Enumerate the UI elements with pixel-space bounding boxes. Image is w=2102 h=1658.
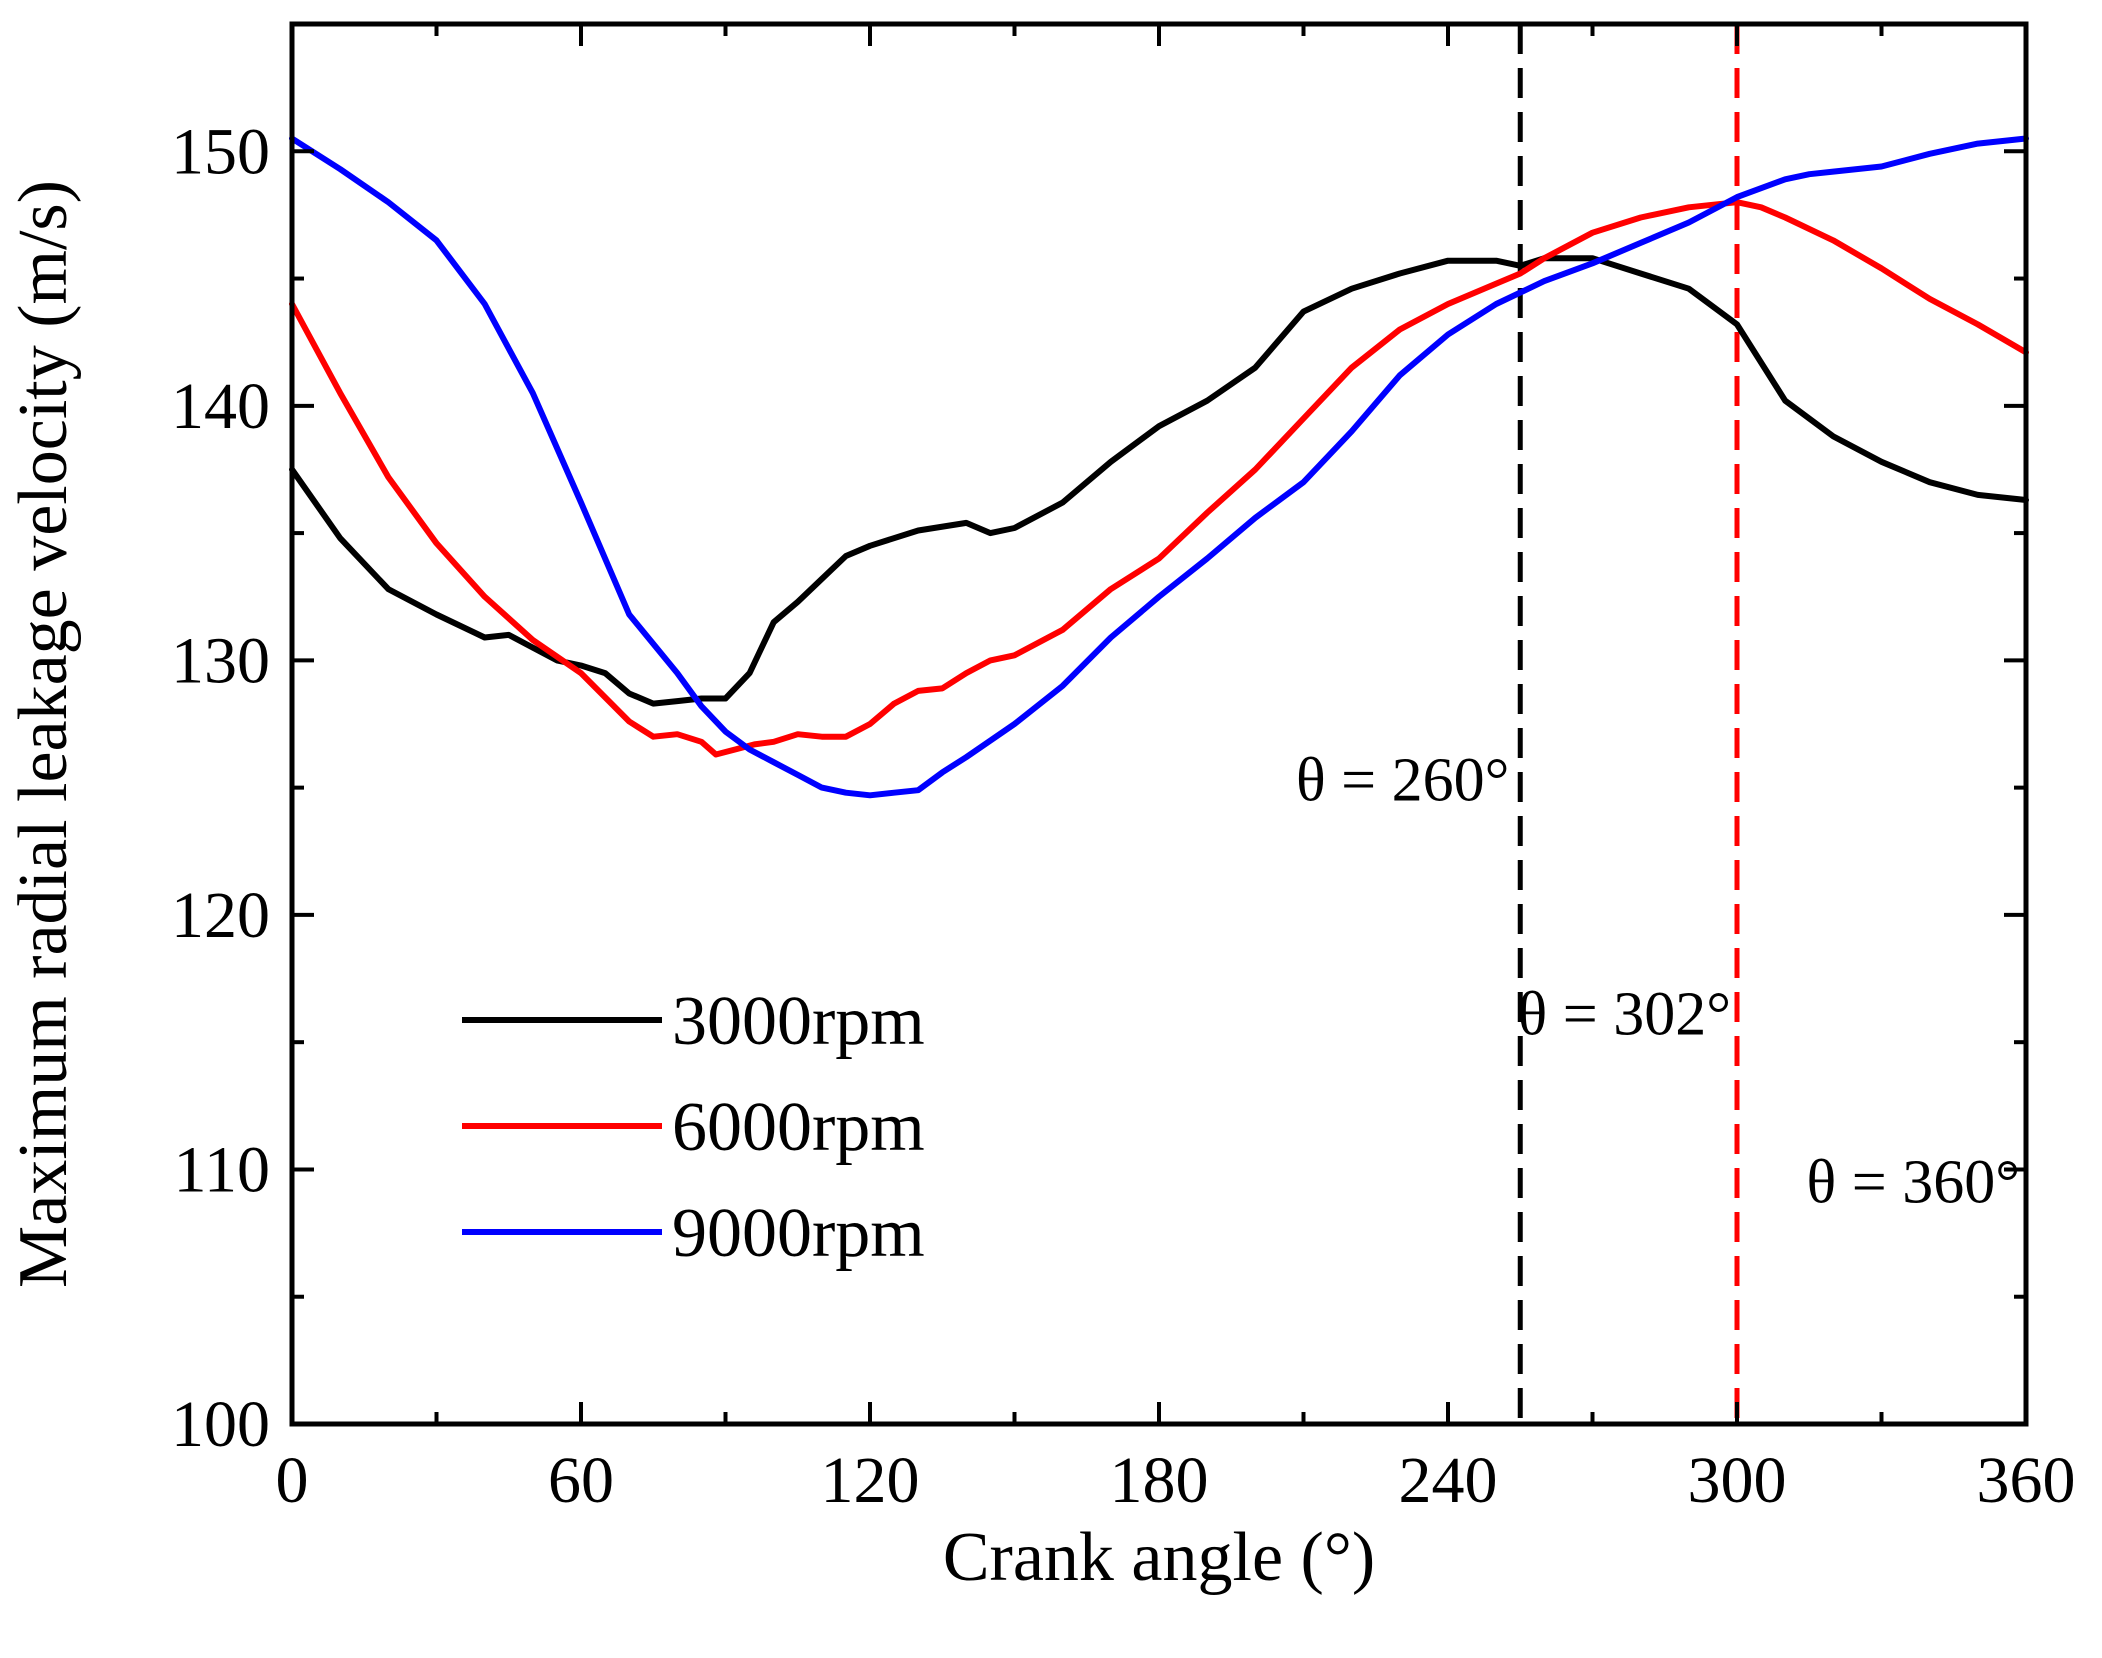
reference-annotation-2: θ = 302°: [1518, 981, 1731, 1049]
series-line-3000rpm: [289, 255, 2029, 707]
x-tick-label: 240: [1399, 1444, 1498, 1517]
series-lines: [289, 135, 2029, 799]
legend-label-6000rpm: 6000rpm: [672, 1089, 925, 1166]
series-line-9000rpm: [289, 135, 2029, 799]
x-axis-title: Crank angle (°): [943, 1519, 1375, 1596]
legend: 3000rpm 6000rpm 9000rpm: [462, 983, 925, 1272]
x-tick-label: 360: [1977, 1444, 2076, 1517]
y-tick-label: 120: [171, 879, 270, 952]
plot-frame: [289, 21, 2029, 1427]
legend-label-9000rpm: 9000rpm: [672, 1195, 925, 1272]
axis-ticks: [290, 22, 2028, 1426]
series-line-6000rpm: [289, 199, 2029, 758]
x-tick-label: 0: [276, 1444, 309, 1517]
annotations: θ = 260° θ = 302° θ = 360°: [1296, 746, 2020, 1216]
legend-label-3000rpm: 3000rpm: [672, 983, 925, 1060]
y-tick-labels: 100 110 120 130 140 150: [171, 115, 270, 1461]
y-tick-label: 110: [173, 1133, 270, 1206]
y-axis-title: Maximum radial leakage velocity (m/s): [5, 180, 82, 1288]
x-tick-label: 300: [1688, 1444, 1787, 1517]
y-tick-label: 150: [171, 115, 270, 188]
reference-annotation-3: θ = 360°: [1807, 1149, 2020, 1217]
y-tick-label: 100: [171, 1388, 270, 1461]
x-tick-labels: 0 60 120 180 240 300 360: [276, 1444, 2076, 1517]
x-tick-label: 120: [821, 1444, 920, 1517]
x-tick-label: 60: [548, 1444, 614, 1517]
reference-annotation-1: θ = 260°: [1296, 746, 1509, 814]
y-tick-label: 130: [171, 624, 270, 697]
y-tick-label: 140: [171, 370, 270, 443]
x-tick-label: 180: [1110, 1444, 1209, 1517]
